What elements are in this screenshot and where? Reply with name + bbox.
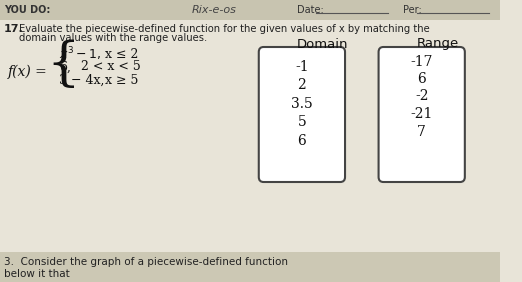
Text: $x^3-1,$: $x^3-1,$ <box>60 45 102 63</box>
Text: 6,: 6, <box>60 61 72 74</box>
Text: Evaluate the piecewise-defined function for the given values of x by matching th: Evaluate the piecewise-defined function … <box>19 24 430 34</box>
Text: {: { <box>46 39 80 89</box>
Text: -2: -2 <box>415 89 429 103</box>
Text: Per:: Per: <box>402 5 421 15</box>
Text: domain values with the range values.: domain values with the range values. <box>19 33 207 43</box>
Text: 6: 6 <box>298 134 306 148</box>
FancyBboxPatch shape <box>259 47 345 182</box>
Text: 6: 6 <box>417 72 426 86</box>
Text: 3 − 4x,: 3 − 4x, <box>60 74 105 87</box>
Text: Domain: Domain <box>297 38 349 50</box>
Text: -17: -17 <box>410 55 433 69</box>
FancyBboxPatch shape <box>0 0 500 20</box>
FancyBboxPatch shape <box>0 252 500 282</box>
Text: x ≤ 2: x ≤ 2 <box>105 47 139 61</box>
Text: YOU DO:: YOU DO: <box>4 5 50 15</box>
Text: 2: 2 <box>298 78 306 92</box>
Text: 3.5: 3.5 <box>291 97 313 111</box>
Text: 2 < x < 5: 2 < x < 5 <box>81 61 141 74</box>
Text: 7: 7 <box>417 125 426 139</box>
FancyBboxPatch shape <box>378 47 465 182</box>
Text: f(x) =: f(x) = <box>8 65 48 79</box>
Text: Date:: Date: <box>297 5 324 15</box>
Text: 3.  Consider the graph of a piecewise-defined function: 3. Consider the graph of a piecewise-def… <box>4 257 288 267</box>
Text: x ≥ 5: x ≥ 5 <box>105 74 139 87</box>
Text: Range: Range <box>417 38 459 50</box>
Text: -21: -21 <box>410 107 433 121</box>
Text: 5: 5 <box>298 115 306 129</box>
Text: 17.: 17. <box>4 24 23 34</box>
Text: below it that: below it that <box>4 269 69 279</box>
Text: -1: -1 <box>295 60 309 74</box>
Text: Rix-e-os: Rix-e-os <box>192 5 236 15</box>
